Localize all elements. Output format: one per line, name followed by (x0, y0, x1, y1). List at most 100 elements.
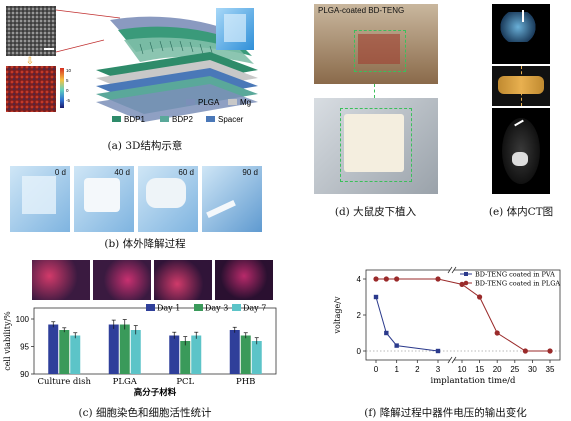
caption-a: (a) 3D结构示意 (107, 140, 183, 152)
caption-b: (b) 体外降解过程 (104, 238, 186, 250)
x-tick-label: 3 (436, 365, 441, 374)
y-tick-label: 90 (20, 370, 29, 379)
rat-implant-photo: PLGA-coated BD-TENG (314, 4, 438, 84)
legend-label: Day 3 (205, 304, 228, 313)
data-point (373, 294, 379, 300)
bar (169, 335, 180, 374)
panel-c-cell-viability: 90 95 100 Culture dish PLGA PCL PHB 高分子材料 cell v… (0, 252, 290, 421)
axis-break-mark (451, 266, 457, 274)
data-point (547, 348, 553, 354)
cell-staining-images (32, 260, 277, 300)
day-label: 0 d (54, 168, 66, 177)
data-point (435, 348, 441, 354)
panel-e-ct: (e) 体内CT图 (486, 0, 571, 222)
cell-stain-image (32, 260, 90, 300)
legend-label: BDP1 (124, 115, 145, 124)
legend-label: BD-TENG coated in PVA (475, 271, 555, 279)
y-tick-label: 4 (357, 275, 362, 284)
day-label: 40 d (114, 168, 130, 177)
bar-chart-cell-viability: 90 95 100 Culture dish PLGA PCL PHB 高分子材料 cell v… (3, 304, 277, 398)
y-tick-label: 95 (20, 343, 29, 352)
day-label: 60 d (178, 168, 194, 177)
axis-break-mark (447, 266, 453, 274)
bar (48, 324, 59, 374)
panel-d-implantation: PLGA-coated BD-TENG (d) 大鼠皮下植入 (308, 0, 443, 222)
degradation-photo-90d: 90 d (202, 166, 262, 232)
x-tick-label: 2 (415, 365, 420, 374)
caption-d: (d) 大鼠皮下植入 (334, 206, 417, 218)
data-point (373, 276, 379, 282)
x-tick-label: 0 (374, 365, 379, 374)
legend-marker (464, 272, 468, 276)
bar (108, 324, 119, 374)
bar (70, 335, 81, 374)
bar (130, 330, 141, 374)
photo-label: PLGA-coated BD-TENG (318, 6, 405, 15)
cell-stain-image (215, 260, 273, 300)
bar (240, 335, 251, 374)
colorbar-tick: 0 (66, 88, 69, 93)
ct-3d-render (492, 4, 550, 64)
data-point (477, 294, 483, 300)
surface-roughness-map (6, 66, 56, 112)
axis-break-gap (450, 268, 454, 272)
legend-label: Mg (240, 98, 251, 107)
colorbar-tick: 10 (66, 68, 72, 73)
colorbar-tick: 5 (66, 78, 69, 83)
data-point (383, 276, 389, 282)
legend-swatch (232, 304, 241, 311)
legend-swatch (146, 304, 155, 311)
x-tick-label: 35 (546, 365, 555, 374)
data-point (394, 276, 400, 282)
ct-spine-render (492, 66, 550, 106)
caption-c: (c) 细胞染色和细胞活性统计 (78, 407, 212, 419)
y-axis-label: voltage/v (333, 296, 342, 334)
extracted-device-photo (314, 98, 438, 194)
axis-break-mark (451, 356, 457, 364)
bar (191, 335, 202, 374)
axis-break-gap (450, 358, 454, 362)
device-structure-illustration: ⇩ 10 5 0 -5 (6, 6, 258, 124)
x-tick-label: 20 (493, 365, 502, 374)
legend-label: BDP2 (172, 115, 193, 124)
legend-label: BD-TENG coated in PLGA (475, 280, 560, 288)
legend-label: PLGA (198, 98, 220, 107)
colorbar-tick: -5 (66, 98, 70, 103)
degradation-photo-40d: 40 d (74, 166, 134, 232)
degradation-photo-60d: 60 d (138, 166, 198, 232)
x-tick-label: PCL (176, 377, 194, 387)
y-axis-label: cell viability/% (3, 311, 12, 371)
legend-marker (463, 280, 469, 286)
data-point (494, 330, 500, 336)
cell-stain-image (154, 260, 212, 300)
x-tick-label: 1 (394, 365, 399, 374)
cell-stain-image (93, 260, 151, 300)
bar (229, 330, 240, 374)
legend-label: Day 1 (157, 304, 180, 313)
data-point (522, 348, 528, 354)
series-line (375, 296, 439, 352)
legend-label: Spacer (218, 115, 244, 124)
panel-b-degradation: 0 d 40 d 60 d 90 d (b) 体外降解过程 (0, 158, 290, 250)
caption-f: (f) 降解过程中器件电压的输出变化 (364, 407, 527, 419)
y-tick-label: 2 (357, 311, 362, 320)
x-tick-label: 25 (510, 365, 519, 374)
degradation-photo-0d: 0 d (10, 166, 70, 232)
x-axis-label: implantation time/d (431, 376, 516, 386)
bar (119, 324, 130, 374)
bar (180, 341, 191, 374)
caption-e: (e) 体内CT图 (488, 206, 554, 218)
legend-swatch (194, 304, 203, 311)
day-label: 90 d (242, 168, 258, 177)
legend-label: Day 7 (243, 304, 266, 313)
colorbar (60, 68, 64, 108)
data-point (384, 330, 389, 336)
x-tick-label: Culture dish (38, 377, 92, 387)
panel-a-3d-structure: ⇩ 10 5 0 -5 (0, 0, 290, 152)
y-tick-label: 100 (16, 315, 30, 324)
bar (59, 330, 70, 374)
x-tick-label: PHB (236, 377, 255, 387)
x-tick-label: 30 (528, 365, 537, 374)
axis-break-mark (447, 356, 453, 364)
y-tick-label: 0 (357, 347, 362, 356)
